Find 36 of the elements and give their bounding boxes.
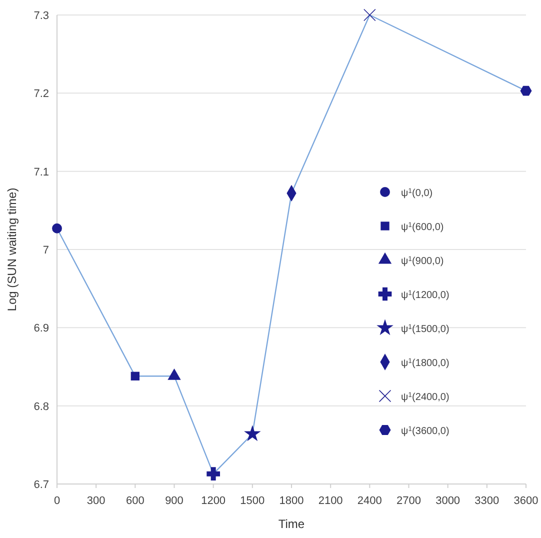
x-tick-label: 600	[126, 495, 144, 507]
x-tick-label: 1800	[279, 495, 304, 507]
point	[206, 467, 220, 481]
legend-label: ψ$^{1}$(0,0)	[401, 188, 433, 199]
x-tick-label: 900	[165, 495, 184, 507]
x-tick-label: 2700	[396, 495, 421, 507]
legend-label: ψ$^{1}$(3600,0)	[401, 426, 450, 437]
y-tick-label: 7.3	[34, 10, 49, 22]
y-tick-label: 6.9	[34, 322, 49, 335]
legend-label: ψ$^{1}$(1200,0)	[401, 290, 450, 301]
y-tick-label: 6.7	[34, 479, 49, 491]
y-axis-title: Log (SUN waiting time)	[5, 188, 19, 312]
legend-label: ψ$^{1}$(1500,0)	[401, 324, 450, 335]
x-tick-label: 300	[86, 495, 106, 507]
y-tick-label: 6.8	[34, 400, 49, 413]
x-tick-label: 3300	[474, 495, 500, 507]
x-tick-label: 3000	[436, 495, 460, 507]
x-axis-title: Time	[278, 517, 305, 531]
legend-label: ψ$^{1}$(900,0)	[401, 256, 444, 267]
point	[244, 425, 261, 442]
x-tick-label: 2100	[318, 495, 343, 507]
x-tick-label: 2400	[357, 495, 382, 507]
y-tick-label: 7.1	[34, 166, 49, 178]
point	[520, 86, 532, 96]
point	[364, 8, 376, 22]
y-tick-label: 7.2	[34, 88, 49, 100]
x-tick-label: 1200	[201, 495, 226, 507]
point	[52, 223, 62, 234]
x-tick-label: 0	[54, 495, 60, 507]
legend-label: ψ$^{1}$(2400,0)	[401, 392, 450, 403]
point	[130, 372, 140, 380]
x-tick-label: 3600	[514, 495, 538, 507]
x-tick-label: 1500	[240, 495, 265, 507]
y-tick-label: 7	[42, 244, 49, 256]
legend-label: ψ$^{1}$(600,0)	[401, 222, 444, 233]
legend-label: ψ$^{1}$(1800,0)	[401, 358, 450, 369]
